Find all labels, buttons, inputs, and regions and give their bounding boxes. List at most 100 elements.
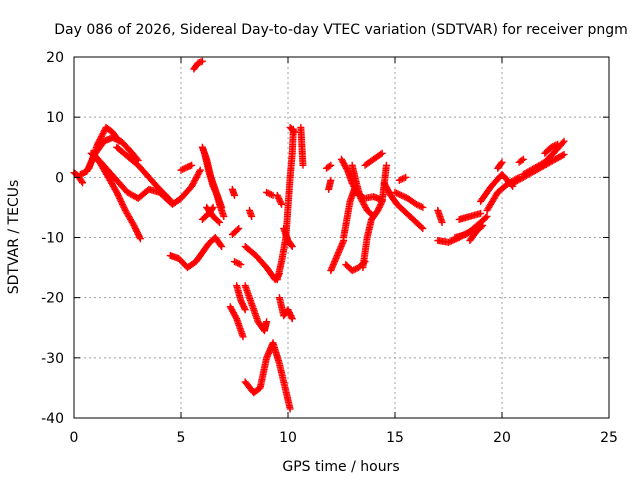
data-point bbox=[550, 142, 558, 150]
data-point bbox=[234, 259, 242, 267]
data-point bbox=[547, 143, 555, 151]
data-point bbox=[94, 140, 102, 148]
x-tick-label: 10 bbox=[279, 430, 297, 446]
data-point bbox=[519, 155, 527, 163]
data-point bbox=[235, 260, 243, 268]
data-point bbox=[214, 217, 222, 225]
data-point bbox=[98, 131, 106, 139]
x-tick-label: 15 bbox=[386, 430, 404, 446]
data-point bbox=[559, 139, 567, 147]
data-point bbox=[100, 128, 108, 136]
axis-ticks: 0 5 10 15 20 25 -40 -30 -20 -10 0 10 20 bbox=[41, 50, 618, 446]
data-point bbox=[115, 137, 123, 145]
data-point bbox=[417, 203, 425, 211]
data-point bbox=[264, 189, 272, 197]
data-point bbox=[233, 226, 241, 234]
y-tick-label: -20 bbox=[41, 291, 64, 307]
data-point bbox=[288, 243, 296, 251]
data-point bbox=[263, 318, 271, 326]
data-point bbox=[438, 218, 446, 226]
data-point bbox=[549, 142, 557, 150]
data-point bbox=[394, 190, 402, 198]
data-point bbox=[350, 266, 358, 274]
x-tick-label: 25 bbox=[600, 430, 618, 446]
data-point bbox=[136, 235, 144, 243]
data-point bbox=[179, 165, 187, 173]
data-point bbox=[97, 134, 105, 142]
data-point bbox=[552, 141, 560, 149]
data-point bbox=[79, 179, 87, 187]
data-point bbox=[248, 212, 256, 220]
data-point bbox=[165, 195, 173, 203]
data-point bbox=[286, 405, 294, 413]
data-point bbox=[239, 333, 247, 341]
data-point bbox=[391, 188, 399, 196]
data-point bbox=[497, 159, 505, 167]
data-point bbox=[288, 315, 296, 323]
data-point bbox=[231, 258, 238, 266]
data-point bbox=[560, 150, 568, 158]
data-point bbox=[327, 161, 335, 169]
data-point bbox=[94, 139, 102, 147]
data-point bbox=[99, 130, 107, 138]
data-point bbox=[412, 200, 420, 208]
data-point bbox=[382, 161, 390, 169]
chart-title: Day 086 of 2026, Sidereal Day-to-day VTE… bbox=[54, 22, 628, 38]
data-point bbox=[96, 136, 104, 144]
data-point bbox=[180, 165, 188, 173]
data-point bbox=[287, 241, 295, 249]
data-point bbox=[400, 174, 408, 182]
x-tick-label: 0 bbox=[70, 430, 79, 446]
data-point bbox=[195, 168, 203, 176]
x-axis-label: GPS time / hours bbox=[282, 459, 399, 475]
data-point bbox=[477, 223, 485, 231]
data-point bbox=[277, 199, 285, 207]
data-point bbox=[299, 161, 307, 169]
data-point bbox=[396, 191, 404, 199]
data-point bbox=[418, 223, 426, 231]
data-point bbox=[414, 201, 422, 209]
data-point bbox=[136, 233, 144, 241]
data-point bbox=[290, 128, 298, 136]
data-point bbox=[166, 196, 174, 204]
data-point bbox=[198, 57, 206, 65]
data-point bbox=[498, 158, 506, 166]
data-point bbox=[240, 304, 248, 312]
y-tick-label: 10 bbox=[46, 110, 64, 126]
data-point bbox=[483, 212, 491, 220]
y-tick-label: -40 bbox=[41, 411, 64, 427]
data-point bbox=[419, 203, 427, 211]
data-point bbox=[559, 151, 567, 159]
data-point bbox=[217, 241, 225, 249]
data-point bbox=[348, 267, 356, 275]
y-axis-label: SDTVAR / TECUs bbox=[6, 180, 22, 295]
data-point bbox=[177, 166, 185, 174]
data-points bbox=[70, 57, 568, 413]
data-point bbox=[397, 191, 405, 199]
data-point bbox=[395, 176, 403, 184]
data-point bbox=[416, 202, 424, 210]
data-point bbox=[288, 313, 296, 321]
data-point bbox=[95, 137, 103, 145]
y-tick-label: -10 bbox=[41, 231, 64, 247]
data-point bbox=[114, 136, 122, 144]
data-point bbox=[237, 261, 245, 269]
data-point bbox=[289, 127, 297, 135]
data-point bbox=[231, 191, 238, 199]
data-point bbox=[402, 173, 410, 181]
y-tick-label: 0 bbox=[55, 170, 64, 186]
data-point bbox=[401, 193, 409, 201]
data-point bbox=[232, 313, 240, 321]
data-point bbox=[393, 189, 401, 197]
y-tick-label: 20 bbox=[46, 50, 64, 66]
data-point bbox=[325, 162, 333, 170]
data-point bbox=[209, 203, 217, 211]
data-point bbox=[208, 205, 216, 213]
data-point bbox=[263, 188, 271, 196]
data-point bbox=[196, 166, 204, 174]
data-point bbox=[518, 156, 526, 164]
data-point bbox=[398, 175, 406, 183]
data-point bbox=[232, 258, 240, 266]
y-tick-label: -30 bbox=[41, 351, 64, 367]
